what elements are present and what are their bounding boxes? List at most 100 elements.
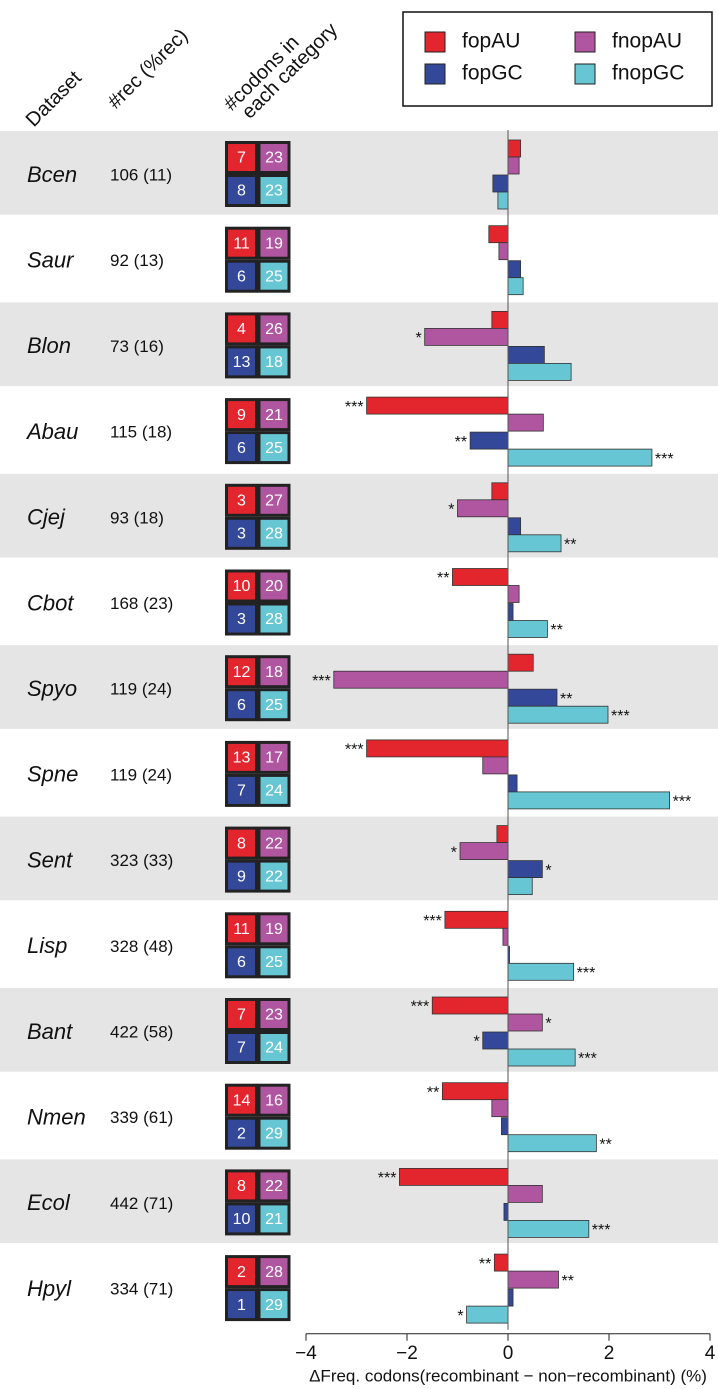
dataset-name: Blon [27, 333, 71, 358]
codon-cell [225, 602, 258, 636]
codon-cell [225, 226, 258, 260]
codon-count: 25 [265, 268, 283, 285]
codon-cell [225, 859, 258, 893]
bar [366, 396, 509, 415]
bar [507, 1013, 543, 1032]
bar [507, 345, 545, 364]
bar [366, 739, 509, 758]
bar [502, 927, 509, 946]
bar [459, 842, 509, 860]
bar [507, 1048, 576, 1067]
rec-count: 339 (61) [110, 1108, 173, 1127]
codon-count: 2 [237, 1125, 246, 1142]
codon-count: 3 [237, 493, 246, 510]
significance: * [448, 502, 454, 519]
rec-count: 115 (18) [110, 423, 172, 442]
codon-cell [257, 688, 291, 722]
codon-cell [225, 1031, 258, 1064]
codon-cell [257, 259, 291, 293]
x-tick-label: 0 [503, 1343, 514, 1364]
codon-cell [225, 998, 258, 1031]
significance: *** [345, 742, 364, 759]
bar [507, 962, 575, 981]
bar [424, 327, 509, 346]
legend-swatch [574, 31, 596, 53]
codon-cell [225, 516, 258, 550]
column-header: #rec (%rec) [104, 25, 193, 114]
significance: ** [562, 1273, 574, 1290]
dataset-name: Sent [27, 847, 73, 872]
codon-cell [257, 345, 291, 379]
dataset-name: Cbot [27, 590, 74, 615]
significance: *** [592, 1222, 611, 1239]
codon-cell [257, 773, 291, 807]
significance: *** [611, 708, 630, 725]
codon-count: 1 [237, 1297, 246, 1314]
bar [507, 1220, 590, 1238]
codon-count: 19 [265, 921, 283, 938]
bar [497, 191, 509, 210]
codon-cell [257, 1202, 291, 1236]
codon-count: 16 [265, 1092, 283, 1109]
codon-count: 24 [265, 783, 283, 800]
codon-cell [257, 1116, 291, 1150]
bar [507, 585, 520, 603]
codon-count: 29 [265, 1297, 283, 1314]
codon-count: 26 [265, 321, 283, 338]
significance: ** [427, 1084, 439, 1101]
codon-cell [257, 912, 291, 946]
codon-count: 20 [265, 578, 283, 595]
codon-count: 28 [265, 526, 283, 543]
dataset-name: Lisp [27, 933, 67, 958]
row-band [0, 988, 718, 1072]
significance: *** [423, 913, 442, 930]
bar [482, 1031, 509, 1050]
x-tick-label: 2 [604, 1343, 615, 1364]
codon-cell [257, 516, 291, 550]
significance: ** [455, 434, 467, 451]
bar [507, 877, 533, 895]
rec-count: 334 (71) [110, 1280, 173, 1299]
bar [457, 499, 509, 518]
codon-cell [225, 826, 258, 860]
bar [507, 774, 518, 793]
dataset-name: Ecol [27, 1190, 71, 1215]
codon-cell [257, 1169, 291, 1203]
codon-count: 6 [237, 954, 246, 971]
codon-cell [225, 312, 258, 346]
bar [466, 1305, 509, 1324]
significance: *** [378, 1170, 397, 1187]
bar [333, 670, 509, 689]
dataset-name: Saur [27, 248, 75, 273]
codon-count: 22 [265, 1178, 283, 1195]
codon-cell [257, 1083, 291, 1117]
codon-count: 13 [233, 354, 251, 371]
codon-cell [257, 998, 291, 1031]
bar [399, 1168, 509, 1186]
codon-count: 18 [265, 664, 283, 681]
dataset-name: Hpyl [27, 1276, 72, 1301]
significance: * [474, 1034, 480, 1051]
bar [482, 756, 509, 775]
codon-cell [225, 945, 258, 979]
codon-cell [257, 602, 291, 636]
codon-count: 3 [237, 526, 246, 543]
codon-cell [225, 1288, 258, 1322]
codon-cell [257, 945, 291, 979]
bar [507, 620, 548, 638]
bar [507, 603, 514, 621]
legend-label: fopGC [462, 62, 523, 85]
significance: * [545, 862, 551, 879]
significance: *** [312, 673, 331, 690]
column-header: Dataset [22, 67, 87, 132]
codon-count: 18 [265, 354, 283, 371]
significance: *** [673, 794, 692, 811]
codon-count: 7 [237, 1040, 246, 1057]
codon-cell [225, 688, 258, 722]
significance: * [415, 330, 421, 347]
codon-count: 14 [233, 1092, 251, 1109]
codon-count: 4 [237, 321, 246, 338]
rec-count: 92 (13) [110, 251, 164, 270]
significance: *** [577, 965, 596, 982]
